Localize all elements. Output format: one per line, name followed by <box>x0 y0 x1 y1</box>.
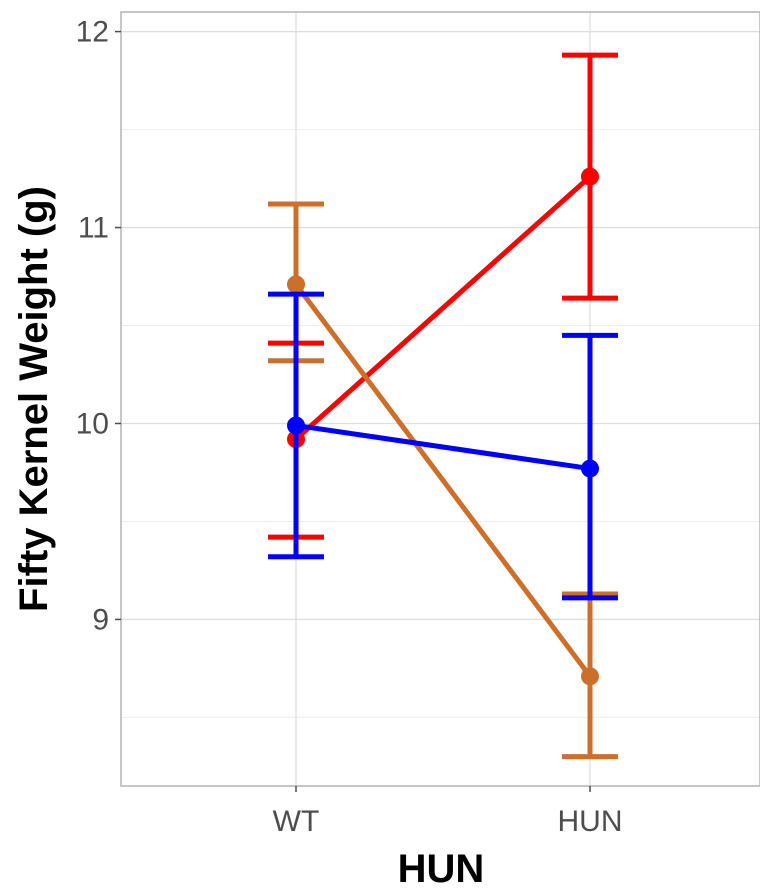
data-point <box>581 667 599 686</box>
series-2 <box>268 201 618 760</box>
data-point <box>581 459 599 478</box>
plot-panel-border <box>120 11 760 787</box>
data-point <box>581 167 599 186</box>
y-axis-title: Fifty Kernel Weight (g) <box>12 186 56 612</box>
y-tick-label: 10 <box>76 407 109 440</box>
y-tick-label: 9 <box>92 603 109 636</box>
x-tick-label: WT <box>273 805 320 838</box>
data-point <box>287 275 305 294</box>
y-axis-ticks: 9 10 11 12 <box>76 16 121 636</box>
series-line <box>293 281 593 679</box>
x-axis-title: HUN <box>398 847 485 891</box>
series-layer <box>268 52 618 760</box>
data-point <box>287 416 305 435</box>
grid-lines <box>121 12 760 786</box>
series-line <box>293 422 593 472</box>
y-tick-label: 11 <box>78 212 109 245</box>
x-axis-ticks: WT HUN <box>273 786 623 838</box>
y-tick-label: 12 <box>76 16 109 49</box>
x-tick-label: HUN <box>558 805 623 838</box>
series-3 <box>268 291 618 601</box>
series-line <box>293 174 593 442</box>
